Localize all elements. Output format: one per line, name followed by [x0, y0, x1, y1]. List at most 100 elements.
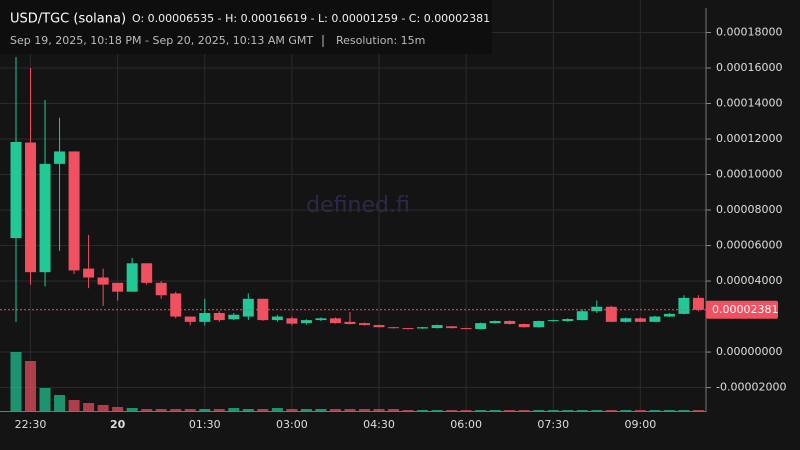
volume-bar — [155, 409, 167, 411]
candle-body — [126, 263, 138, 292]
x-tick-label: 01:30 — [189, 418, 221, 431]
volume-bar — [199, 409, 211, 411]
x-tick-label: 22:30 — [15, 418, 47, 431]
candle-body — [446, 326, 458, 329]
volume-bar — [460, 410, 472, 411]
candle-body — [678, 297, 690, 314]
volume-bar — [344, 409, 356, 411]
x-tick-label: 20 — [110, 418, 126, 431]
volume-bar — [663, 410, 675, 411]
volume-bar — [83, 403, 95, 411]
x-tick-label: 04:30 — [363, 418, 395, 431]
candle-body — [300, 320, 312, 324]
candle-body — [141, 263, 153, 283]
volume-bar — [576, 410, 588, 411]
candle-body — [388, 327, 400, 329]
volume-bar — [605, 410, 617, 411]
y-tick-label: 0.00016000 — [716, 61, 782, 74]
volume-bar — [562, 410, 574, 411]
volume-bar — [678, 410, 690, 411]
y-tick-label: 0.00018000 — [716, 25, 782, 38]
candle-body — [634, 318, 646, 322]
candle-body — [417, 327, 429, 329]
candle-body — [518, 324, 530, 328]
candle-body — [475, 323, 487, 329]
candle-body — [83, 268, 95, 278]
candle-body — [562, 319, 574, 321]
volume-bar — [170, 409, 182, 411]
candle-body — [112, 282, 124, 292]
volume-bar — [591, 410, 603, 411]
candle-body — [605, 306, 617, 322]
candle-body — [271, 316, 283, 321]
volume-bar — [300, 409, 312, 411]
volume-bar — [475, 410, 487, 411]
candle-body — [402, 328, 414, 330]
candle-body — [257, 298, 269, 321]
volume-bar — [10, 352, 22, 411]
last-price-label: 0.00002381 — [712, 303, 778, 316]
volume-bar — [692, 410, 704, 411]
volume-bar — [489, 410, 501, 411]
candle-body — [692, 297, 704, 310]
candle-body — [373, 325, 385, 328]
candle-body — [39, 163, 51, 273]
candle-body — [329, 318, 341, 324]
last-price-box — [706, 300, 778, 319]
volume-bar — [547, 410, 559, 411]
y-tick-label: 0.00012000 — [716, 132, 782, 145]
volume-bar — [68, 400, 80, 411]
volume-bar — [402, 410, 414, 411]
y-tick-label: 0.00004000 — [716, 274, 782, 287]
candle-body — [97, 277, 109, 285]
volume-bar — [504, 410, 516, 411]
volume-bar — [228, 408, 240, 411]
volume-bar — [184, 409, 196, 411]
volume-bar — [315, 409, 327, 411]
candle-body — [576, 311, 588, 321]
volume-bar — [271, 408, 283, 411]
volume-bar — [54, 395, 66, 411]
volume-bar — [329, 409, 341, 411]
volume-bar — [446, 410, 458, 411]
y-tick-label: 0.00014000 — [716, 97, 782, 110]
candle-body — [10, 142, 22, 239]
chart-title: USD/TGC (solana) — [10, 12, 126, 27]
candle-body — [591, 306, 603, 312]
candle-body — [286, 318, 298, 324]
candle-body — [533, 320, 545, 328]
volume-bar — [431, 410, 443, 411]
volume-bar — [242, 409, 254, 411]
candle-body — [54, 151, 66, 164]
candle-body — [344, 321, 356, 325]
x-tick-label: 06:00 — [450, 418, 482, 431]
candle-body — [228, 314, 240, 320]
candle-body — [504, 320, 516, 325]
volume-bar — [213, 409, 225, 411]
volume-bar — [518, 410, 530, 411]
candle-body — [184, 316, 196, 322]
candle-body — [547, 320, 559, 322]
chart-subtitle: Sep 19, 2025, 10:18 PM - Sep 20, 2025, 1… — [10, 34, 313, 47]
volume-bar — [257, 409, 269, 411]
volume-bar — [112, 407, 124, 411]
candle-body — [431, 325, 443, 329]
candle-body — [489, 320, 501, 324]
header-bg — [0, 0, 492, 54]
candle-body — [460, 328, 472, 330]
y-tick-label: 0.00000000 — [716, 345, 782, 358]
volume-bar — [126, 408, 138, 411]
volume-bar — [373, 409, 385, 411]
volume-bar — [39, 388, 51, 411]
candle-body — [620, 318, 632, 322]
y-tick-label: 0.00010000 — [716, 168, 782, 181]
volume-bar — [25, 361, 37, 411]
volume-bar — [97, 405, 109, 411]
y-tick-label: -0.00002000 — [716, 381, 786, 394]
volume-bar — [417, 410, 429, 411]
x-tick-label: 09:00 — [625, 418, 657, 431]
watermark: defined.fi — [306, 193, 410, 218]
volume-bar — [620, 410, 632, 411]
volume-bar — [141, 409, 153, 411]
